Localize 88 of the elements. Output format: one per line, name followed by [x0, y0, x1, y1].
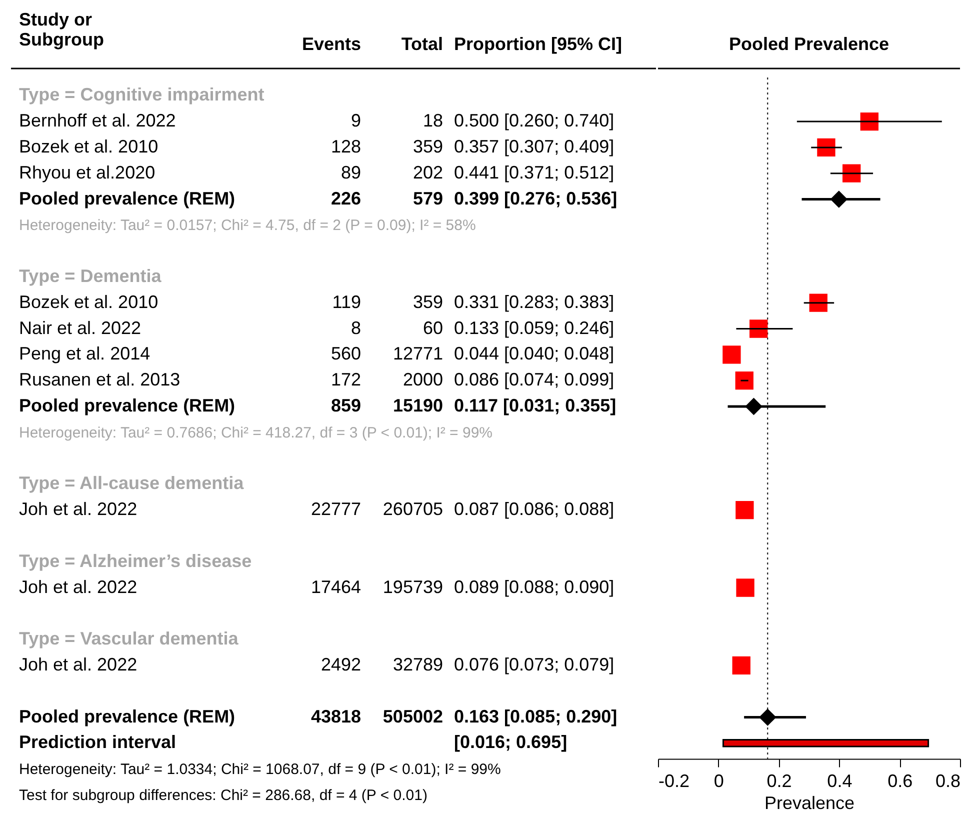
point	[736, 578, 754, 597]
x-tick-label: -0.2	[658, 771, 690, 792]
point	[842, 164, 861, 182]
category-label: Bozek et al. 2010	[19, 292, 158, 312]
category-label: Pooled prevalence (REM)	[19, 395, 236, 416]
text: 8	[350, 318, 361, 338]
category-label: Heterogeneity: Tau² = 0.7686; Chi² = 418.27, df = 3 (P < 0.01); I² = 99%	[19, 424, 492, 442]
text: 505002	[382, 706, 443, 726]
text: 0.441 [0.371; 0.512]	[454, 162, 614, 182]
text: 119	[332, 292, 361, 312]
point	[749, 320, 768, 338]
x-tick-label: 0	[714, 771, 724, 792]
text: 43818	[310, 706, 361, 726]
category-label: Nair et al. 2022	[19, 318, 142, 338]
text: 202	[412, 162, 443, 182]
x-tick-label: 0.8	[935, 771, 960, 792]
text: 0.044 [0.040; 0.048]	[454, 344, 614, 364]
text: 128	[330, 136, 361, 156]
text: 9	[350, 110, 361, 131]
point	[809, 294, 828, 312]
point	[722, 346, 741, 364]
text: 359	[412, 136, 443, 156]
x-tick-label: 0.4	[827, 771, 852, 792]
x-tick-label: 0.2	[766, 771, 792, 792]
text: 172	[330, 370, 361, 390]
text: 89	[340, 162, 361, 182]
text: [0.016; 0.695]	[454, 732, 568, 752]
text: 0.357 [0.307; 0.409]	[454, 136, 614, 156]
text: 22777	[310, 499, 361, 520]
category-label: Prediction interval	[19, 732, 176, 752]
point	[860, 112, 878, 131]
x-tick-label: 0.6	[888, 771, 913, 792]
category-label: Type = Dementia	[19, 266, 162, 286]
point	[735, 371, 754, 390]
text: 0.117 [0.031; 0.355]	[454, 395, 616, 416]
category-label: Study or Subgroup	[19, 10, 104, 50]
text: 0.086 [0.074; 0.099]	[454, 370, 614, 390]
category-label: Pooled prevalence (REM)	[19, 188, 236, 208]
text: 560	[330, 344, 361, 364]
chart-title: Pooled Prevalence	[728, 34, 890, 54]
category-label: Type = Cognitive impairment	[19, 84, 264, 105]
text: 0.089 [0.088; 0.090]	[454, 576, 614, 597]
text: 260705	[382, 499, 443, 520]
category-label: Total	[401, 34, 443, 54]
text: 0.163 [0.085; 0.290]	[454, 706, 618, 726]
category-label: Joh et al. 2022	[19, 576, 138, 597]
text: 0.500 [0.260; 0.740]	[454, 110, 614, 131]
category-label: Type = Alzheimer’s disease	[19, 550, 252, 571]
category-label: Rusanen et al. 2013	[19, 370, 180, 390]
category-label: Events	[302, 34, 361, 54]
text: 0.331 [0.283; 0.383]	[454, 292, 614, 312]
text: 0.076 [0.073; 0.079]	[454, 654, 614, 674]
category-label: Type = Vascular dementia	[19, 628, 238, 649]
text: 195739	[382, 576, 443, 597]
text: 0.399 [0.276; 0.536]	[454, 188, 618, 208]
text: Heterogeneity: Tau² = 1.0334; Chi² = 1068.07, df = 9 (P < 0.01); I² = 99%	[19, 761, 501, 778]
point	[830, 190, 848, 208]
category-label: Peng et al. 2014	[19, 344, 150, 364]
text: 60	[422, 318, 443, 338]
text: 18	[422, 110, 443, 131]
text: Test for subgroup differences: Chi² = 286.68, df = 4 (P < 0.01)	[19, 786, 428, 804]
category-label: Type = All-cause dementia	[19, 473, 244, 494]
point	[758, 708, 776, 726]
text: 226	[330, 188, 361, 208]
x-axis-title: Prevalence	[764, 793, 855, 814]
category-label: Bozek et al. 2010	[19, 136, 158, 156]
text: 2000	[402, 370, 443, 390]
text: 0.087 [0.086; 0.088]	[454, 499, 614, 520]
category-label: Bernhoff et al. 2022	[19, 110, 176, 131]
point	[736, 500, 754, 520]
category-label: Heterogeneity: Tau² = 0.0157; Chi² = 4.75, df = 2 (P = 0.09); I² = 58%	[19, 217, 476, 234]
point	[732, 656, 750, 675]
point	[817, 138, 836, 157]
text: 15190	[392, 395, 443, 416]
category-label: Joh et al. 2022	[19, 654, 138, 674]
text: 12771	[392, 344, 443, 364]
category-label: Proportion [95% CI]	[454, 34, 622, 54]
category-label: Rhyou et al.2020	[19, 162, 156, 182]
text: 0.133 [0.059; 0.246]	[454, 318, 614, 338]
category-label: Joh et al. 2022	[19, 499, 138, 520]
text: 579	[412, 188, 443, 208]
text: 17464	[310, 576, 361, 597]
text: 359	[412, 292, 443, 312]
category-label: Pooled prevalence (REM)	[19, 706, 236, 726]
text: 2492	[320, 654, 361, 674]
point	[745, 398, 762, 416]
text: 32789	[392, 654, 443, 674]
text: 859	[330, 395, 361, 416]
